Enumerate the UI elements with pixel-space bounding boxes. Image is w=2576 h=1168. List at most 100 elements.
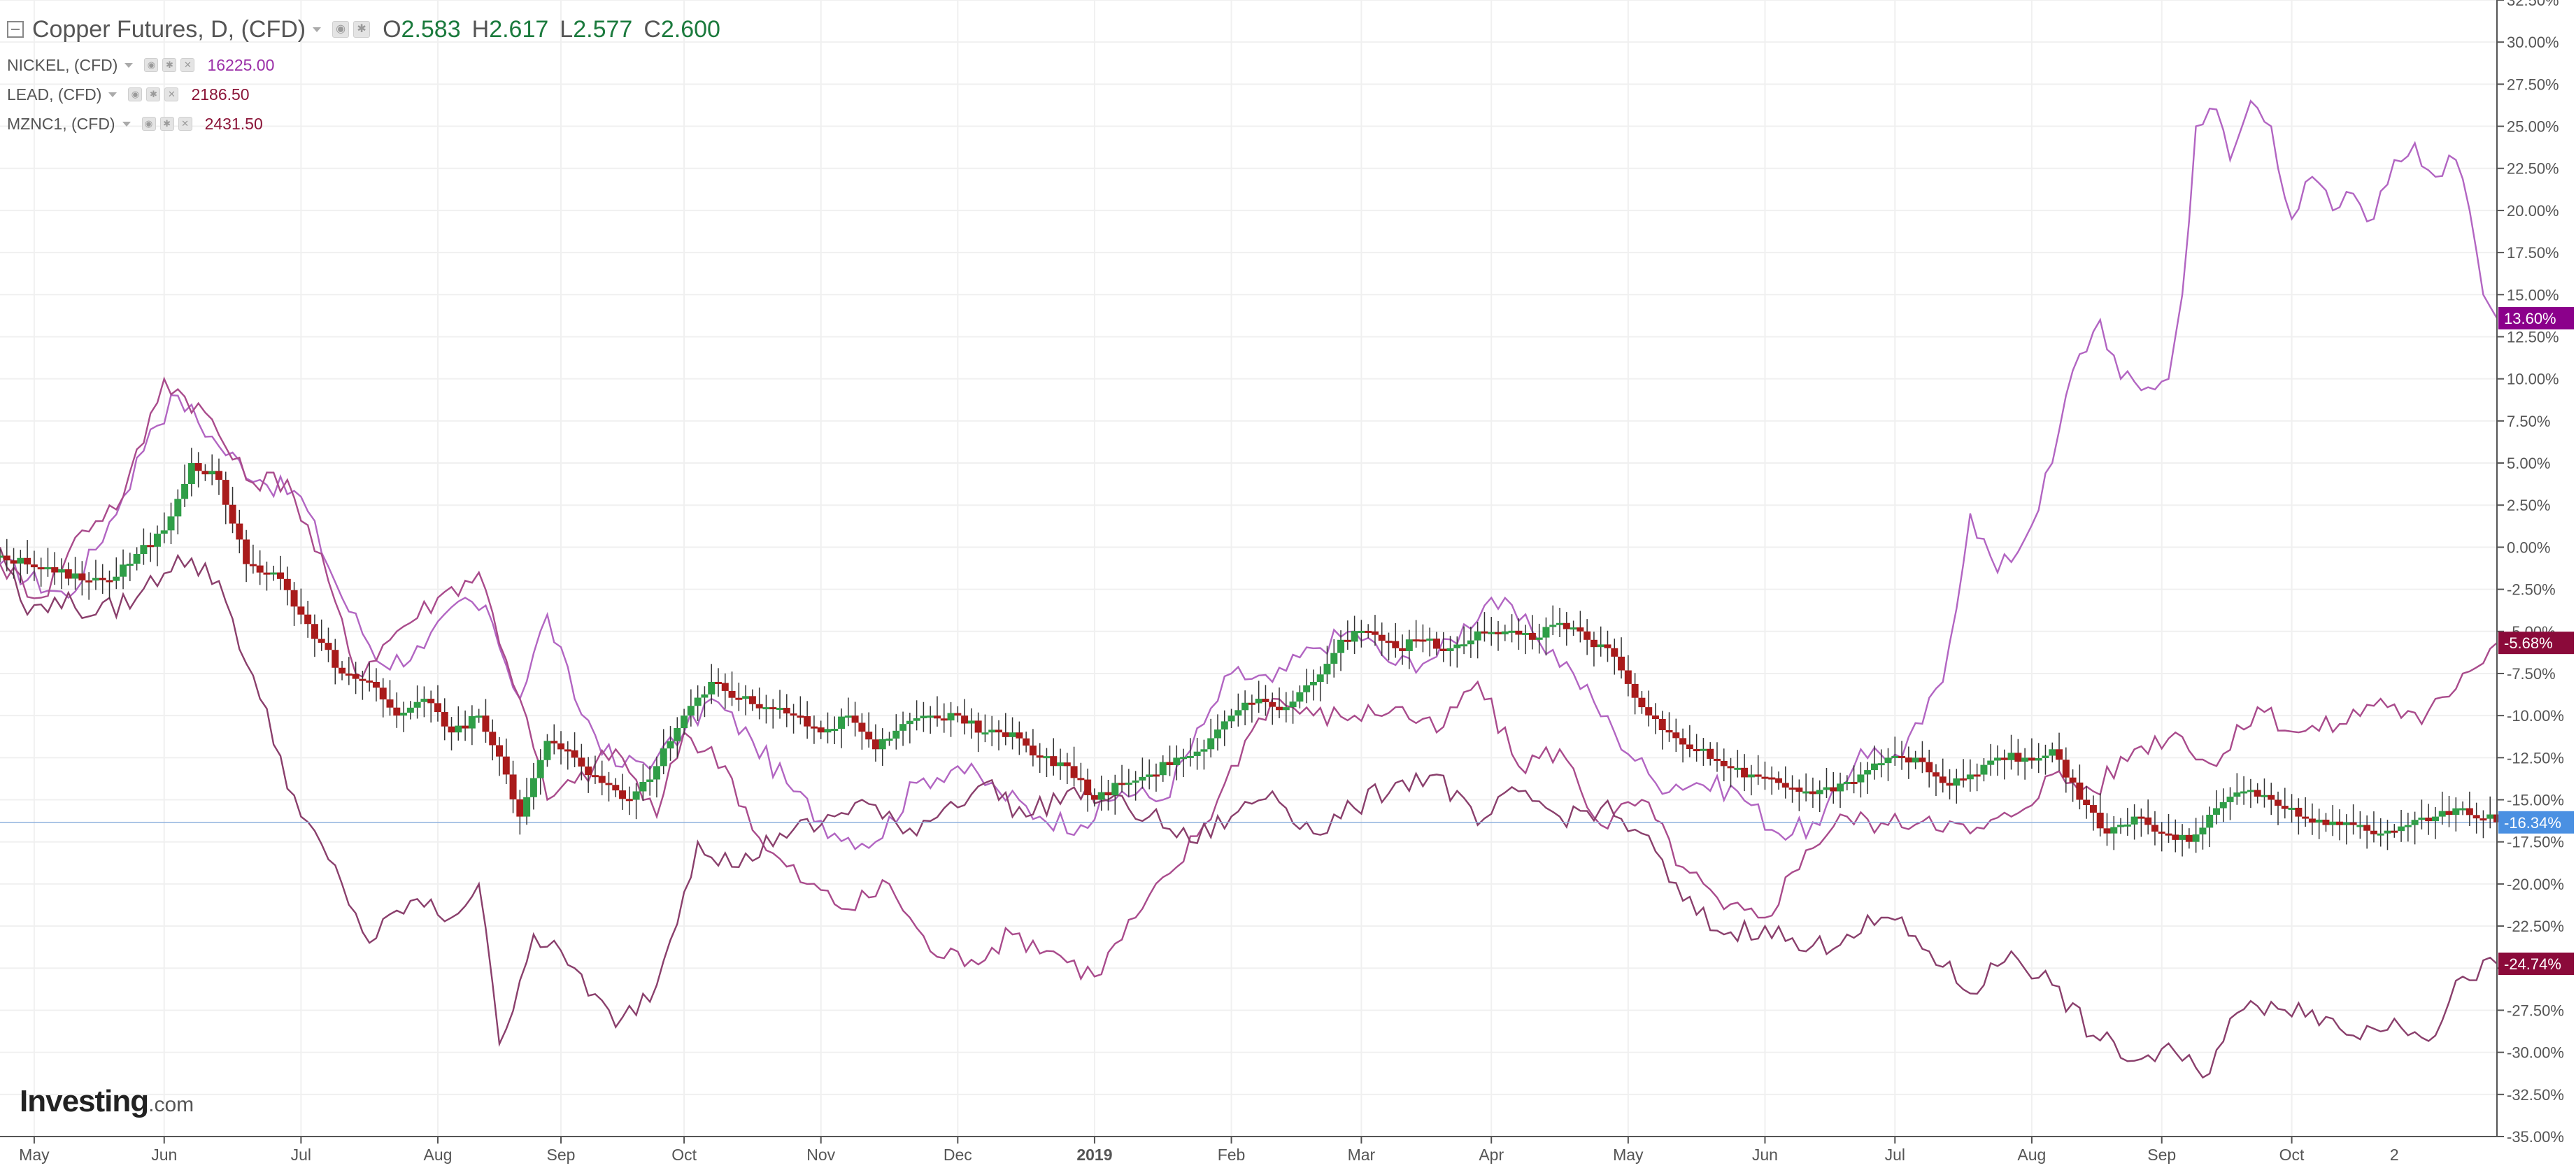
candle-down (1898, 755, 1906, 758)
candle-down (2479, 818, 2487, 821)
candle-down (1830, 787, 1837, 792)
candle-up (1891, 755, 1899, 758)
close-label: C (643, 15, 661, 43)
candle-down (1795, 788, 1803, 792)
candle-down (448, 726, 455, 733)
candle-down (249, 564, 257, 567)
candle-up (844, 715, 852, 718)
main-symbol-legend: Copper Futures, D, (CFD) ◉ ✱ O 2.583 H 2… (7, 8, 732, 50)
candle-up (1460, 644, 1468, 647)
candle-up (2377, 833, 2384, 836)
candle-up (1597, 644, 1604, 648)
gear-icon[interactable]: ✱ (146, 87, 161, 101)
candle-down (1604, 644, 1611, 648)
candle-down (236, 523, 243, 540)
gear-icon[interactable]: ✱ (159, 117, 174, 131)
overlay-symbol-name[interactable]: MZNC1, (CFD) (7, 114, 115, 133)
candle-down (1029, 745, 1037, 756)
candle-up (1097, 792, 1105, 800)
candle-down (1371, 631, 1379, 635)
eye-icon[interactable]: ◉ (141, 117, 156, 131)
candle-down (1036, 755, 1044, 758)
candle-down (2281, 806, 2289, 809)
overlay-symbol-name[interactable]: LEAD, (CFD) (7, 85, 102, 104)
eye-icon[interactable]: ◉ (332, 21, 350, 38)
candle-down (1590, 639, 1597, 648)
candle-up (1535, 637, 1543, 640)
open-label: O (383, 15, 401, 43)
candle-up (2021, 757, 2029, 762)
candle-down (1392, 641, 1400, 648)
candle-up (1522, 632, 1530, 635)
candle-down (2349, 822, 2357, 825)
eye-icon[interactable]: ◉ (144, 58, 159, 72)
x-tick-label: Jun (151, 1146, 177, 1164)
candle-up (892, 730, 900, 739)
logo-brand: Investing (20, 1084, 149, 1118)
candle-up (187, 463, 195, 484)
candle-up (1980, 764, 1988, 775)
y-tick-label: -15.00% (2507, 792, 2564, 809)
candle-up (1309, 682, 1317, 685)
x-tick-label: Jul (291, 1146, 311, 1164)
eye-icon[interactable]: ◉ (128, 87, 143, 101)
candle-down (1939, 776, 1947, 783)
candle-down (2103, 828, 2111, 834)
candle-up (1132, 780, 1139, 783)
candle-down (1090, 795, 1098, 800)
candle-up (2240, 791, 2248, 794)
y-tick-label: -30.00% (2507, 1044, 2564, 1062)
candle-down (783, 708, 790, 714)
candle-down (24, 557, 31, 565)
candle-down (578, 757, 585, 767)
candle-down (2096, 812, 2104, 829)
close-icon[interactable]: ✕ (178, 117, 192, 131)
overlay-symbol-name[interactable]: NICKEL, (CFD) (7, 55, 118, 74)
collapse-icon[interactable] (7, 21, 24, 38)
candle-down (229, 504, 236, 524)
candle-down (243, 539, 250, 564)
chevron-down-icon[interactable] (122, 121, 131, 127)
gear-icon[interactable]: ✱ (162, 58, 177, 72)
candle-up (2261, 795, 2268, 797)
candle-up (523, 797, 531, 817)
overlay-value: 2186.50 (191, 85, 250, 104)
candle-up (455, 725, 462, 733)
open-value: 2.583 (401, 15, 461, 43)
close-icon[interactable]: ✕ (164, 87, 179, 101)
candle-down (30, 564, 38, 568)
candle-up (1241, 702, 1249, 711)
chevron-down-icon[interactable] (108, 92, 118, 97)
candle-down (339, 667, 346, 674)
candle-down (1419, 639, 1427, 642)
candle-up (2035, 757, 2042, 761)
candle-up (17, 557, 24, 564)
y-tick-label: 17.50% (2507, 244, 2559, 262)
candle-up (1837, 783, 1844, 792)
logo-suffix: .com (148, 1093, 194, 1116)
gear-icon[interactable]: ✱ (353, 21, 371, 38)
candle-up (1467, 640, 1474, 645)
candle-down (78, 573, 86, 581)
chevron-down-icon[interactable] (124, 62, 134, 68)
main-symbol-name[interactable]: Copper Futures, D, (CFD) (32, 15, 306, 43)
candle-down (2308, 818, 2316, 823)
candle-down (591, 775, 599, 778)
candle-down (1269, 701, 1276, 707)
candle-down (1645, 707, 1653, 715)
grid (0, 0, 2497, 1137)
y-tick-label: 12.50% (2507, 328, 2559, 346)
y-tick-label: 20.00% (2507, 202, 2559, 220)
candle-up (2288, 807, 2296, 810)
x-tick-label: Oct (671, 1146, 697, 1164)
candle-down (1276, 706, 1283, 711)
close-icon[interactable]: ✕ (180, 58, 195, 72)
y-tick-label: -35.00% (2507, 1128, 2564, 1146)
price-badge-label: -16.34% (2504, 814, 2561, 832)
chevron-down-icon[interactable] (313, 27, 322, 32)
candle-up (667, 741, 674, 749)
candle-up (2247, 790, 2254, 792)
candle-down (147, 545, 155, 548)
